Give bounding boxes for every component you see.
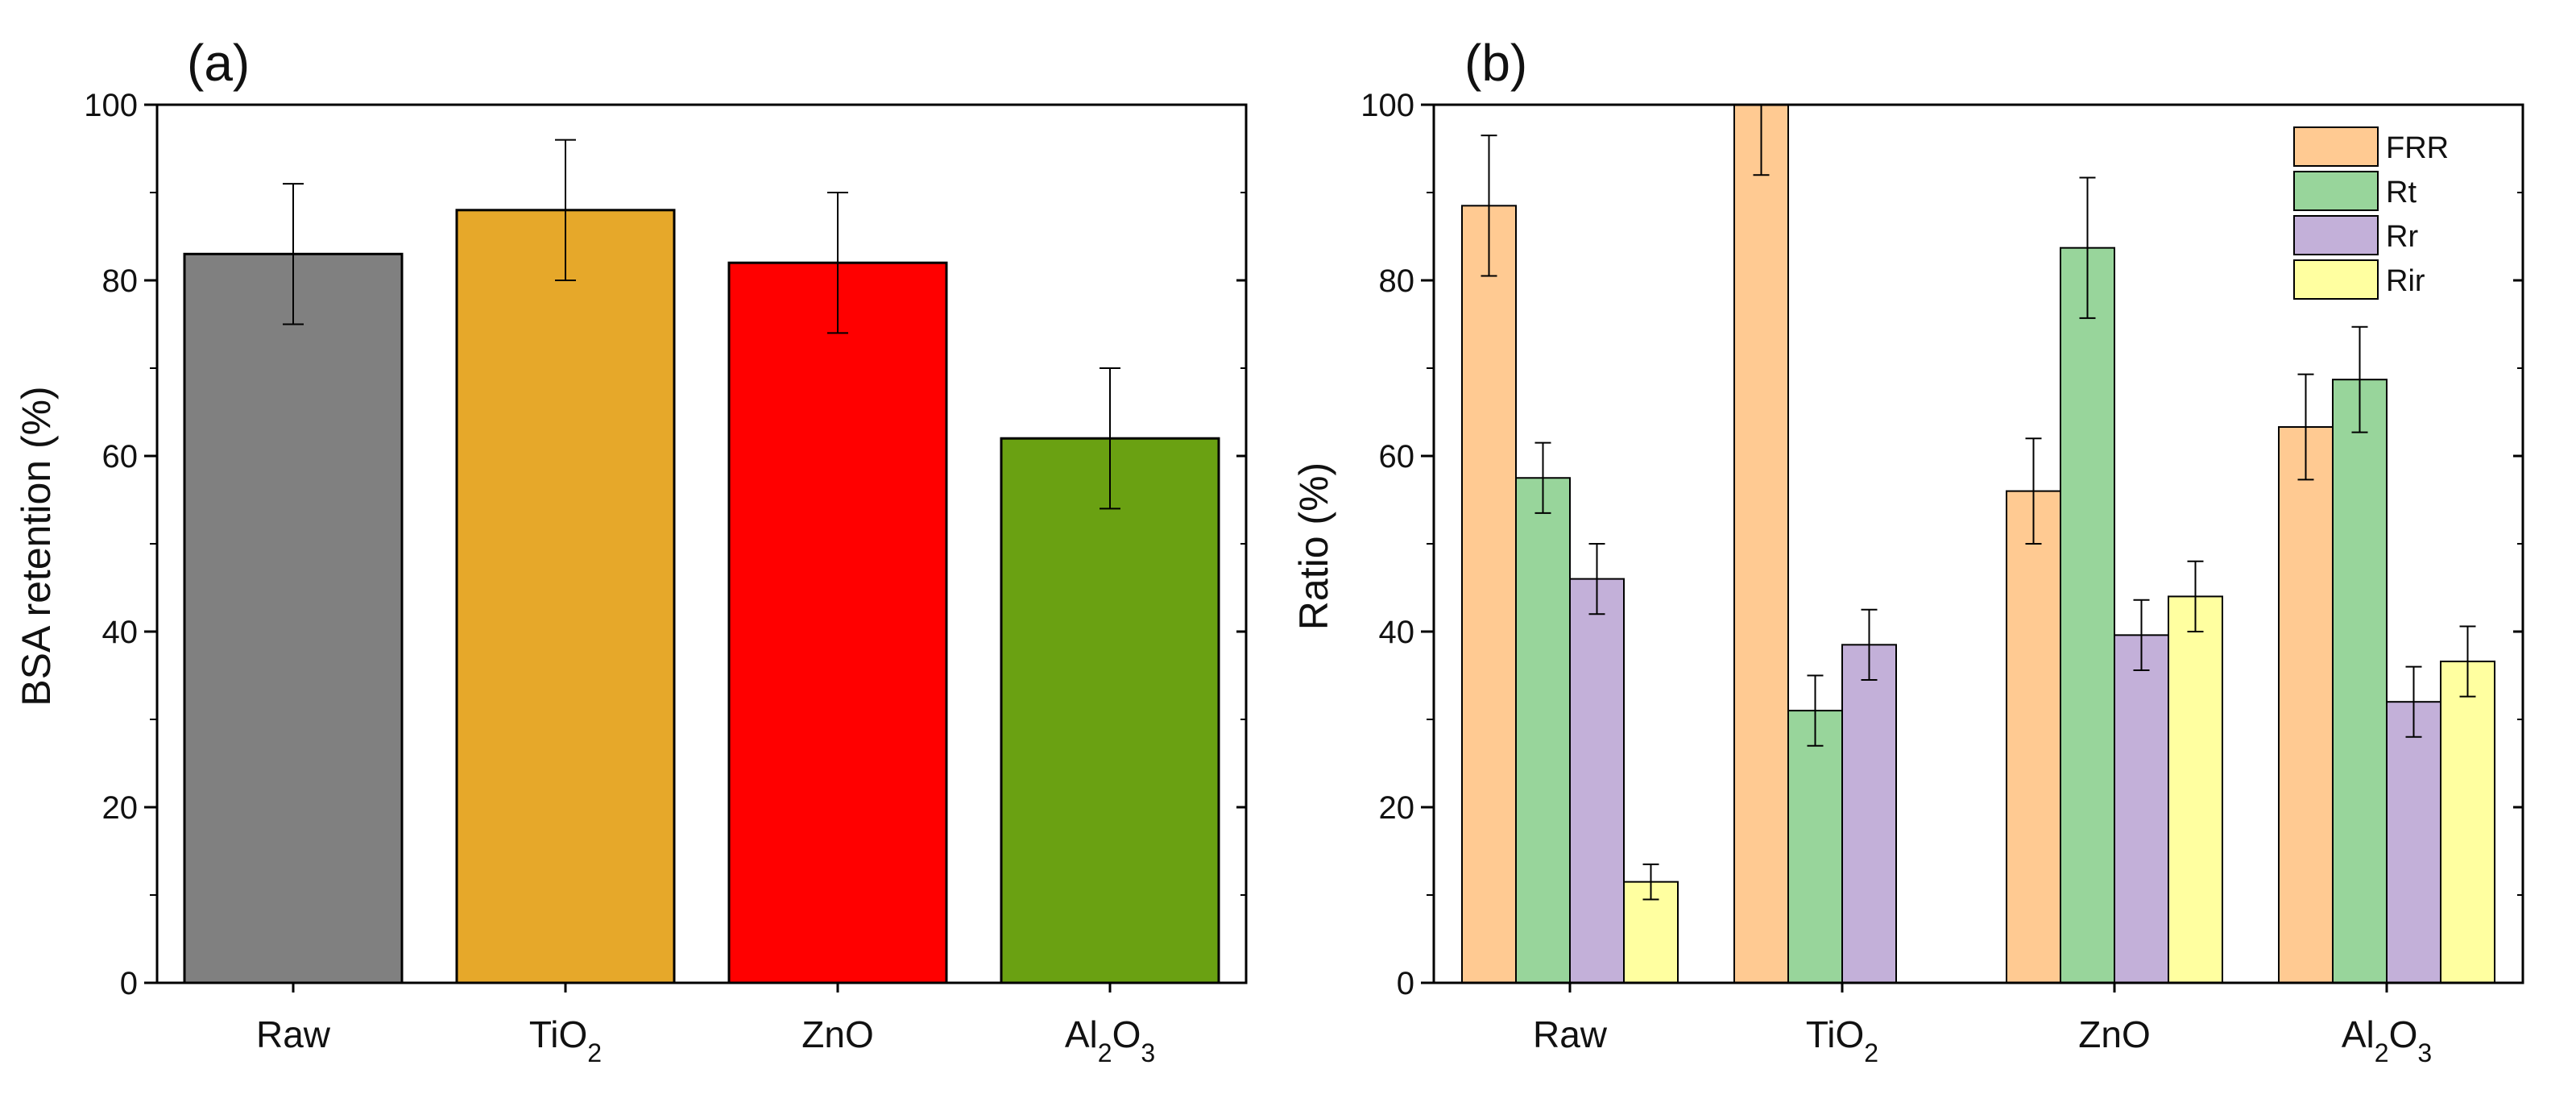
b-y-tick-label: 80 <box>1379 263 1415 299</box>
a-y-tick-label: 80 <box>102 263 139 299</box>
panel-a-y-axis-label: BSA retention (%) <box>14 386 59 706</box>
x-tick-label: Raw <box>1533 1013 1608 1055</box>
x-tick-label: Al2O3 <box>1065 1013 1155 1067</box>
x-tick-label: ZnO <box>2078 1013 2150 1055</box>
bar-rr <box>1841 644 1897 984</box>
bar-rt <box>2332 379 2388 984</box>
x-tick-label: Al2O3 <box>2342 1013 2432 1067</box>
x-tick-label: TiO2 <box>1806 1013 1878 1067</box>
panel-a-plot-frame <box>155 103 1248 984</box>
bar <box>183 252 404 984</box>
bar-rr <box>2114 634 2169 984</box>
legend-swatch-rt <box>2293 171 2379 211</box>
bar-frr <box>2278 426 2334 984</box>
bar <box>1000 437 1220 984</box>
a-y-tick-label: 20 <box>102 790 139 826</box>
panel-b-legend: FRR Rt Rr Rir <box>2293 126 2449 300</box>
legend-label-frr: FRR <box>2386 131 2449 165</box>
x-tick-label: TiO2 <box>529 1013 602 1067</box>
bar-rt <box>1515 477 1571 984</box>
a-y-tick-label: 60 <box>102 439 139 474</box>
bar-rt <box>2060 247 2115 984</box>
bar-frr <box>1461 205 1517 984</box>
legend-label-rt: Rt <box>2386 176 2417 209</box>
bar-rt <box>1787 710 1843 984</box>
bar <box>727 261 948 984</box>
panel-b-plot-frame <box>1432 103 2524 984</box>
bar-rr <box>2386 701 2441 984</box>
a-y-tick-label: 0 <box>120 966 138 1001</box>
chart-panel-b: (b) Ratio (%) 0 20 40 60 80 100 Raw TiO2 ZnO Al2… <box>1291 34 2524 1067</box>
legend-label-rr: Rr <box>2386 220 2418 254</box>
a-y-tick-label: 100 <box>84 88 138 123</box>
legend-swatch-frr <box>2293 126 2379 167</box>
legend-label-rir: Rir <box>2386 264 2425 298</box>
bar-frr <box>2006 490 2061 984</box>
a-y-tick-label: 40 <box>102 615 139 650</box>
b-y-tick-label: 60 <box>1379 439 1415 474</box>
panel-b-label: (b) <box>1464 34 1527 92</box>
b-y-tick-label: 0 <box>1397 966 1414 1001</box>
b-y-tick-label: 100 <box>1360 88 1414 123</box>
bar-rir <box>2168 595 2223 984</box>
b-y-tick-label: 20 <box>1379 790 1415 826</box>
legend-swatch-rr <box>2293 215 2379 255</box>
legend-swatch-rir <box>2293 259 2379 300</box>
chart-panel-a: (a) BSA retention (%) 0 20 40 60 80 100 Raw Ti… <box>14 34 1248 1067</box>
panel-a-label: (a) <box>187 34 250 92</box>
bar <box>455 209 676 984</box>
b-y-tick-label: 40 <box>1379 615 1415 650</box>
bar-rr <box>1569 578 1625 984</box>
x-tick-label: Raw <box>256 1013 331 1055</box>
x-tick-label: ZnO <box>801 1013 873 1055</box>
panel-b-y-axis-label: Ratio (%) <box>1291 462 1336 630</box>
bar-rir <box>2440 661 2495 984</box>
bar-frr <box>1733 104 1789 984</box>
